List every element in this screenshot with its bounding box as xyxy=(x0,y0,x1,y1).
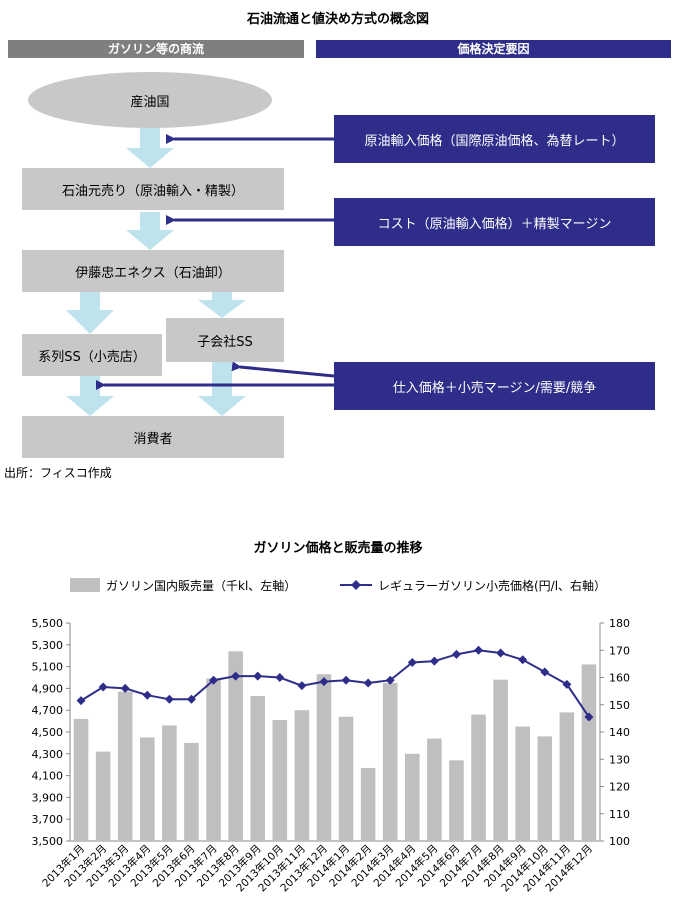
source-note: 出所：フィスコ作成 xyxy=(4,466,112,480)
wholesaler-node: 伊藤忠エネクス（石油卸） xyxy=(22,250,284,292)
sales-bar xyxy=(581,664,597,841)
sales-bar xyxy=(184,742,199,841)
right-tick-label: 110 xyxy=(609,808,630,821)
left-tick-label: 4,900 xyxy=(32,682,64,695)
sales-bar xyxy=(493,679,508,841)
price-point xyxy=(540,667,550,677)
sales-bar xyxy=(427,738,442,841)
price-point xyxy=(76,696,86,706)
price-point xyxy=(297,681,307,691)
sales-bar xyxy=(206,678,221,841)
price-point xyxy=(209,675,219,685)
sales-bar xyxy=(360,767,376,841)
chart: ガソリン国内販売量（千kl、左軸） レギュラーガソリン小売価格(円/l、右軸） … xyxy=(32,578,630,894)
left-tick-label: 4,100 xyxy=(32,770,64,783)
left-tick-label: 5,100 xyxy=(32,661,64,674)
sales-bar xyxy=(294,710,310,841)
chart-title: ガソリン価格と販売量の推移 xyxy=(253,541,423,556)
sales-bar xyxy=(73,718,89,841)
sales-bar xyxy=(117,691,133,841)
right-tick-label: 170 xyxy=(609,644,630,657)
sales-bar xyxy=(559,712,575,841)
price-point xyxy=(451,649,461,659)
sales-bar xyxy=(250,696,265,841)
left-tick-label: 5,300 xyxy=(32,639,64,652)
price-point xyxy=(319,677,329,687)
sales-bar xyxy=(338,716,354,841)
left-tick-label: 5,500 xyxy=(32,617,64,630)
price-point xyxy=(275,673,285,682)
cost-factor: コスト（原油輸入価格）＋精製マージン xyxy=(334,198,655,246)
retail-factor: 仕入価格＋小売マージン/需要/競争 xyxy=(334,362,655,410)
price-point xyxy=(496,648,506,658)
price-point xyxy=(363,678,373,688)
price-point xyxy=(584,712,594,722)
sales-bar xyxy=(316,674,332,841)
legend: ガソリン国内販売量（千kl、左軸） レギュラーガソリン小売価格(円/l、右軸） xyxy=(70,578,606,593)
price-point xyxy=(164,694,174,704)
price-point xyxy=(142,690,152,700)
flow-arrows xyxy=(66,128,335,416)
down-arrow xyxy=(198,362,246,416)
price-point xyxy=(407,658,417,668)
sales-bar xyxy=(515,726,530,841)
sales-bar xyxy=(162,725,177,841)
crude-factor: 原油輸入価格（国際原油価格、為替レート） xyxy=(334,115,655,163)
price-point xyxy=(474,645,484,655)
down-arrow xyxy=(66,376,114,416)
left-tick-label: 4,300 xyxy=(32,748,64,761)
right-tick-label: 180 xyxy=(609,617,630,630)
factor-header: 価格決定要因 xyxy=(316,40,671,58)
right-tick-label: 160 xyxy=(609,672,630,685)
down-arrow xyxy=(198,292,246,318)
left-tick-label: 3,900 xyxy=(32,791,64,804)
price-arrow xyxy=(231,361,335,378)
down-arrow xyxy=(126,128,174,168)
price-point xyxy=(231,671,241,681)
right-tick-label: 140 xyxy=(609,726,630,739)
down-arrow xyxy=(126,212,174,250)
right-tick-label: 120 xyxy=(609,781,630,794)
refiner-node: 石油元売り（原油輸入・精製） xyxy=(22,168,284,210)
sales-bar xyxy=(405,753,420,841)
price-point xyxy=(253,671,263,681)
sales-bar xyxy=(382,682,398,841)
legend-bar-swatch xyxy=(70,578,100,592)
sales-bar xyxy=(272,720,288,841)
right-tick-label: 100 xyxy=(609,835,630,848)
sales-bar xyxy=(537,736,553,841)
legend-bar-label: ガソリン国内販売量（千kl、左軸） xyxy=(106,578,296,593)
price-point xyxy=(562,679,572,689)
left-tick-label: 3,500 xyxy=(32,835,64,848)
left-tick-label: 3,700 xyxy=(32,813,64,826)
price-point xyxy=(186,694,196,704)
sales-bar xyxy=(140,737,155,841)
producer-node: 産油国 xyxy=(28,72,272,128)
sales-bar xyxy=(471,714,486,841)
consumer-node: 消費者 xyxy=(22,416,284,458)
down-arrow xyxy=(66,292,114,334)
price-point xyxy=(518,655,528,665)
legend-line-marker xyxy=(351,580,361,590)
price-point xyxy=(341,675,351,685)
right-tick-label: 130 xyxy=(609,753,630,766)
price-line xyxy=(80,649,590,718)
right-tick-label: 150 xyxy=(609,699,630,712)
subsidiary-node: 子会社SS xyxy=(166,318,284,362)
flow-header: ガソリン等の商流 xyxy=(8,40,304,58)
sales-bar xyxy=(449,760,464,841)
left-tick-label: 4,700 xyxy=(32,704,64,717)
price-point xyxy=(385,675,395,685)
affiliate-node: 系列SS（小売店） xyxy=(22,334,162,376)
sales-bar xyxy=(95,751,111,841)
left-tick-label: 4,500 xyxy=(32,726,64,739)
legend-line-label: レギュラーガソリン小売価格(円/l、右軸） xyxy=(378,578,606,593)
price-point xyxy=(98,682,108,692)
price-point xyxy=(429,656,439,666)
price-point xyxy=(120,683,130,693)
diagram-title: 石油流通と値決め方式の概念図 xyxy=(246,12,429,27)
sales-bar xyxy=(228,651,243,841)
